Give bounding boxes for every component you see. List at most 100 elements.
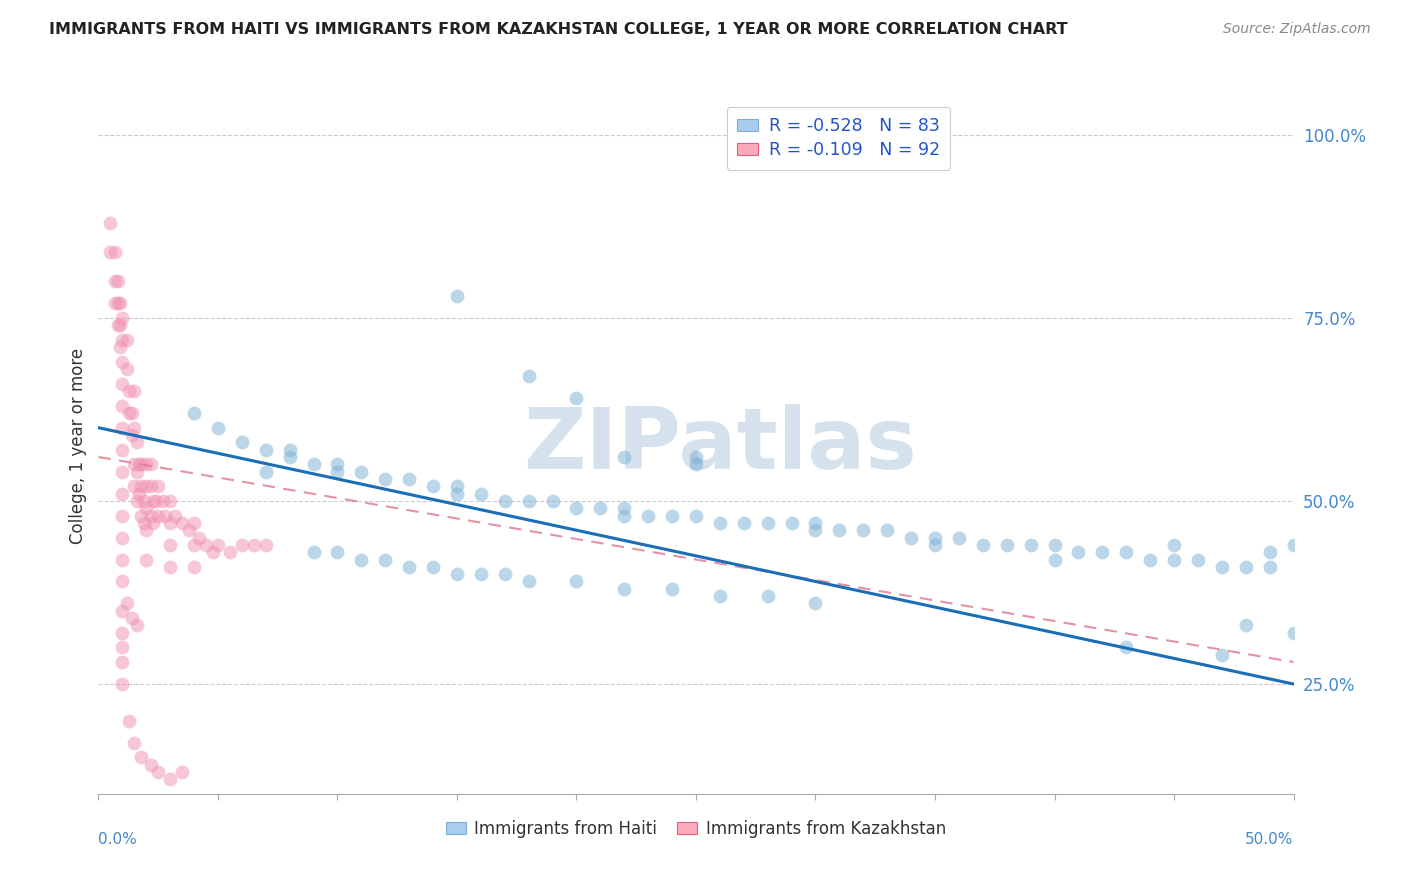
Point	[111, 310, 134, 325]
Point	[111, 486, 134, 500]
Point	[148, 479, 170, 493]
Point	[159, 494, 181, 508]
Point	[107, 274, 129, 288]
Point	[709, 516, 731, 530]
Point	[111, 640, 134, 655]
Point	[104, 296, 127, 310]
Point	[111, 399, 134, 413]
Point	[131, 750, 153, 764]
Point	[183, 538, 205, 552]
Point	[1187, 552, 1209, 566]
Point	[685, 508, 707, 523]
Point	[187, 531, 209, 545]
Point	[326, 545, 349, 559]
Point	[565, 501, 588, 516]
Point	[780, 516, 803, 530]
Point	[125, 618, 148, 632]
Point	[278, 442, 301, 457]
Point	[139, 479, 162, 493]
Point	[183, 516, 205, 530]
Point	[108, 340, 131, 354]
Point	[152, 494, 174, 508]
Point	[254, 442, 277, 457]
Point	[115, 333, 138, 347]
Point	[1211, 648, 1233, 662]
Point	[398, 472, 420, 486]
Point	[135, 501, 157, 516]
Point	[145, 494, 167, 508]
Point	[111, 625, 134, 640]
Point	[278, 450, 301, 464]
Point	[104, 274, 127, 288]
Point	[111, 604, 134, 618]
Point	[517, 369, 540, 384]
Point	[207, 420, 229, 434]
Point	[139, 757, 162, 772]
Point	[131, 458, 153, 472]
Point	[195, 538, 218, 552]
Point	[243, 538, 266, 552]
Point	[219, 545, 242, 559]
Point	[1282, 625, 1305, 640]
Point	[121, 611, 143, 625]
Point	[131, 508, 153, 523]
Point	[202, 545, 225, 559]
Point	[125, 435, 148, 450]
Point	[125, 494, 148, 508]
Point	[124, 479, 146, 493]
Text: 50.0%: 50.0%	[1246, 832, 1294, 847]
Point	[231, 538, 253, 552]
Point	[139, 508, 162, 523]
Point	[565, 574, 588, 589]
Point	[124, 420, 146, 434]
Point	[446, 479, 468, 493]
Point	[924, 538, 946, 552]
Point	[163, 508, 186, 523]
Point	[613, 508, 636, 523]
Point	[1019, 538, 1042, 552]
Point	[98, 244, 122, 259]
Point	[565, 392, 588, 406]
Point	[972, 538, 994, 552]
Point	[132, 516, 155, 530]
Y-axis label: College, 1 year or more: College, 1 year or more	[69, 348, 87, 544]
Point	[517, 574, 540, 589]
Point	[613, 450, 636, 464]
Point	[231, 435, 253, 450]
Point	[111, 574, 134, 589]
Point	[1043, 538, 1066, 552]
Point	[107, 296, 129, 310]
Point	[637, 508, 659, 523]
Point	[124, 458, 146, 472]
Text: 0.0%: 0.0%	[98, 832, 138, 847]
Point	[804, 597, 827, 611]
Point	[111, 655, 134, 669]
Point	[111, 420, 134, 434]
Text: Source: ZipAtlas.com: Source: ZipAtlas.com	[1223, 22, 1371, 37]
Point	[172, 764, 194, 779]
Point	[446, 289, 468, 303]
Point	[111, 531, 134, 545]
Point	[326, 458, 349, 472]
Point	[517, 494, 540, 508]
Point	[852, 523, 875, 537]
Point	[661, 508, 683, 523]
Point	[422, 559, 444, 574]
Text: IMMIGRANTS FROM HAITI VS IMMIGRANTS FROM KAZAKHSTAN COLLEGE, 1 YEAR OR MORE CORR: IMMIGRANTS FROM HAITI VS IMMIGRANTS FROM…	[49, 22, 1067, 37]
Legend: Immigrants from Haiti, Immigrants from Kazakhstan: Immigrants from Haiti, Immigrants from K…	[440, 814, 952, 845]
Point	[135, 552, 157, 566]
Point	[1067, 545, 1090, 559]
Point	[111, 333, 134, 347]
Point	[804, 523, 827, 537]
Point	[302, 545, 325, 559]
Point	[128, 486, 150, 500]
Point	[1282, 538, 1305, 552]
Point	[207, 538, 229, 552]
Point	[470, 567, 492, 582]
Point	[108, 296, 131, 310]
Point	[1043, 552, 1066, 566]
Point	[756, 589, 779, 603]
Point	[326, 465, 349, 479]
Point	[494, 494, 516, 508]
Point	[613, 501, 636, 516]
